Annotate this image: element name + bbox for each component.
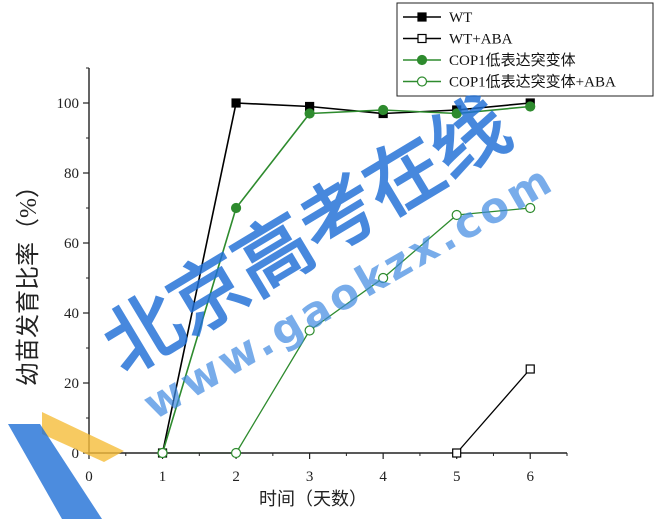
legend: WT WT+ABA COP1低表达突变体 COP1低表达突变体+ABA (396, 2, 654, 97)
x-tick-label: 2 (232, 469, 240, 485)
y-tick-label: 20 (64, 376, 79, 392)
x-tick-label: 0 (85, 469, 93, 485)
data-point-cop1-mutant-aba (451, 209, 462, 221)
y-axis-title: 幼苗发育比率（%） (15, 174, 42, 386)
data-point-cop1-mutant-aba (304, 325, 315, 336)
legend-entry-wt: WT (403, 10, 472, 26)
legend-label: COP1低表达突变体 (449, 52, 576, 69)
legend-entry-wt-aba: WT+ABA (403, 32, 513, 48)
data-point-cop1-mutant (230, 202, 242, 214)
series-line-wt-aba (456, 368, 531, 454)
data-point-cop1-mutant (525, 101, 536, 112)
data-point-cop1-mutant (451, 108, 462, 119)
x-tick-label: 5 (453, 469, 461, 485)
data-point-cop1-mutant-aba (525, 202, 536, 214)
legend-marker (416, 54, 428, 66)
watermark-logo-chevron (8, 424, 102, 519)
legend-label: WT (449, 10, 472, 26)
data-point-wt (231, 98, 241, 108)
legend-entry-cop1-mutant: COP1低表达突变体 (403, 52, 576, 69)
x-tick-label: 6 (526, 469, 534, 485)
data-point-wt-aba (525, 364, 535, 374)
legend-label: WT+ABA (449, 32, 513, 48)
x-tick-label: 4 (379, 469, 387, 485)
x-tick-label: 3 (306, 469, 314, 485)
legend-label: COP1低表达突变体+ABA (449, 74, 616, 91)
data-point-wt-aba (452, 448, 462, 458)
data-point-cop1-mutant (378, 104, 389, 116)
x-tick-label: 1 (159, 469, 167, 485)
y-tick-label: 0 (72, 446, 80, 462)
data-point-cop1-mutant-aba (230, 447, 242, 459)
legend-marker (416, 76, 428, 87)
legend-entry-cop1-mutant-aba: COP1低表达突变体+ABA (403, 74, 616, 91)
legend-marker (417, 12, 427, 22)
y-tick-label: 80 (64, 166, 79, 182)
x-axis-title: 时间（天数） (259, 489, 367, 509)
series-line-wt (161, 102, 531, 454)
watermark-logo-accent (42, 412, 124, 462)
data-point-cop1-mutant-aba (157, 447, 168, 459)
y-tick-label: 100 (57, 96, 80, 112)
series-line-cop1-mutant (161, 105, 531, 454)
data-point-cop1-mutant-aba (378, 272, 389, 284)
y-tick-label: 60 (64, 236, 79, 252)
legend-marker (417, 33, 427, 44)
y-tick-label: 40 (64, 306, 79, 322)
data-point-cop1-mutant (304, 108, 315, 119)
legend-box (396, 2, 654, 97)
